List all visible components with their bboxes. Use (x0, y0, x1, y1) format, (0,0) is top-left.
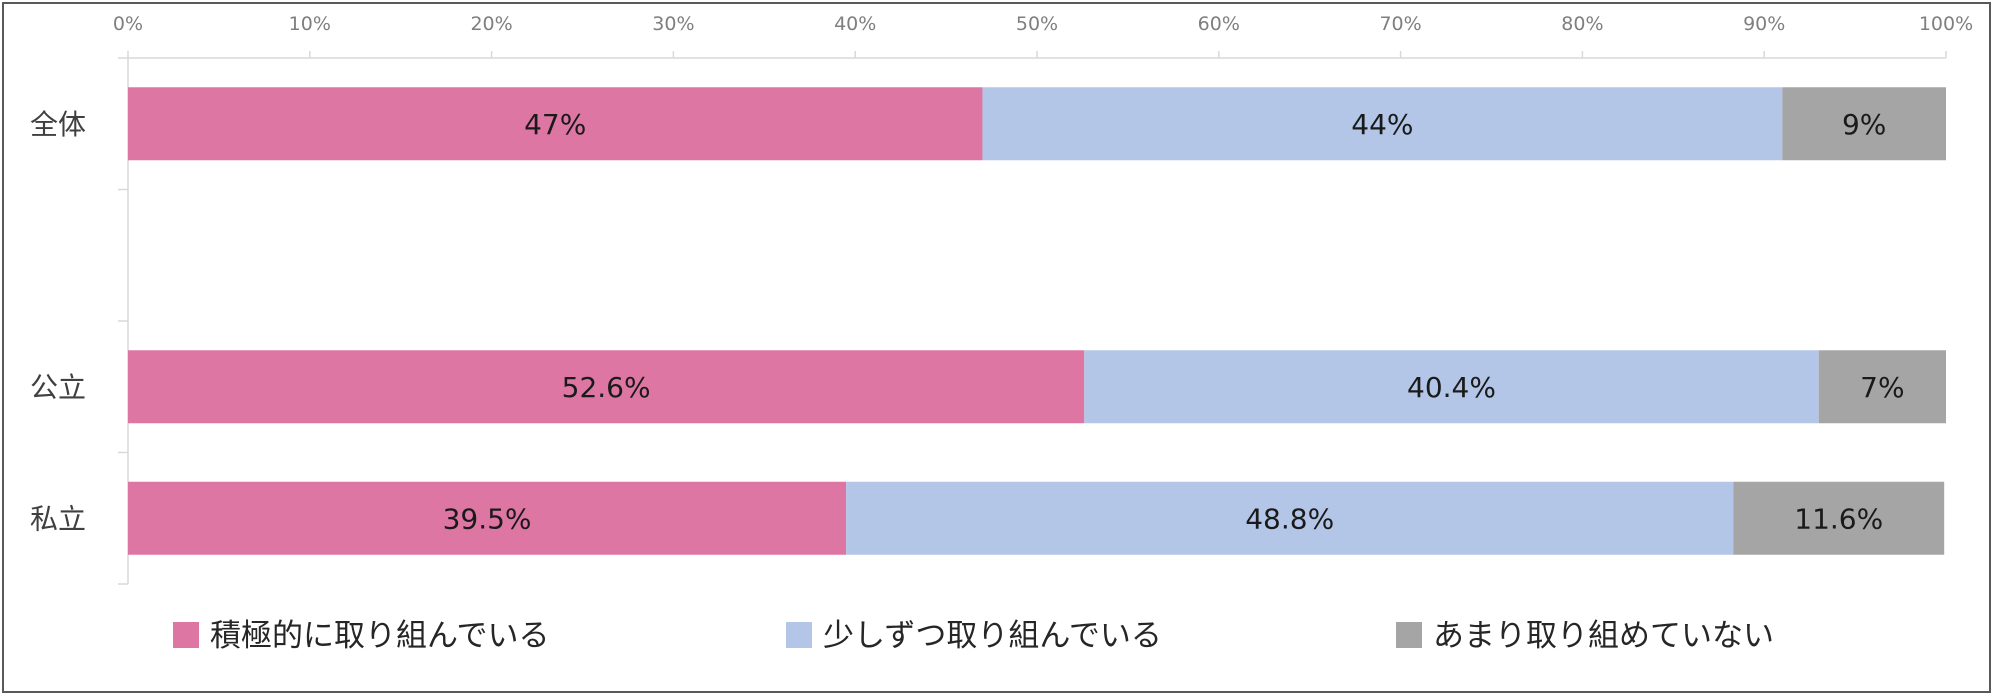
x-tick-label: 50% (1016, 13, 1058, 35)
bar-segment (1818, 350, 1946, 424)
data-label: 48.8% (1245, 502, 1334, 535)
data-label: 44% (1351, 108, 1413, 141)
bar-segment (982, 87, 1783, 161)
legend-swatch (786, 622, 812, 648)
data-label: 40.4% (1407, 371, 1496, 404)
legend-label: 少しずつ取り組んでいる (823, 618, 1162, 654)
bar-segment (128, 87, 983, 161)
x-tick-label: 90% (1743, 13, 1785, 35)
data-label: 47% (524, 108, 586, 141)
data-label: 11.6% (1794, 502, 1883, 535)
x-tick-label: 10% (289, 13, 331, 35)
label-layer: 全体 47% 44% 9% 公立 52.6% 40.4% 7% 私立 39.5% 48.8% 11.6… (30, 108, 1905, 536)
category-label: 全体 (30, 108, 86, 141)
legend-swatch (1396, 622, 1422, 648)
bar-segment (128, 481, 847, 555)
category-label: 私立 (30, 502, 86, 535)
bar-segment (1084, 350, 1819, 424)
x-tick-label: 100% (1919, 13, 1973, 35)
data-label: 39.5% (443, 502, 532, 535)
x-tick-label: 30% (652, 13, 694, 35)
x-tick-label: 40% (834, 13, 876, 35)
category-label: 公立 (30, 371, 86, 404)
bar-segment (1782, 87, 1946, 161)
data-label: 9% (1842, 108, 1886, 141)
bar-layer (128, 87, 1946, 555)
bar-segment (846, 481, 1734, 555)
bar-segment (1733, 481, 1945, 555)
bar-segment (128, 350, 1085, 424)
x-tick-label: 20% (470, 13, 512, 35)
legend: 積極的に取り組んでいる 少しずつ取り組んでいる あまり取り組めていない (173, 618, 1774, 654)
legend-label: あまり取り組めていない (1433, 618, 1774, 654)
axis-layer: 0% 10% 20% 30% 40% 50% 60% 70% 80% 90% 100% (113, 13, 1973, 585)
x-tick-label: 70% (1379, 13, 1421, 35)
x-tick-label: 60% (1198, 13, 1240, 35)
data-label: 7% (1860, 371, 1904, 404)
legend-label: 積極的に取り組んでいる (210, 618, 549, 654)
legend-swatch (173, 622, 199, 648)
data-label: 52.6% (562, 371, 651, 404)
x-tick-label: 0% (113, 13, 143, 35)
x-tick-label: 80% (1561, 13, 1603, 35)
